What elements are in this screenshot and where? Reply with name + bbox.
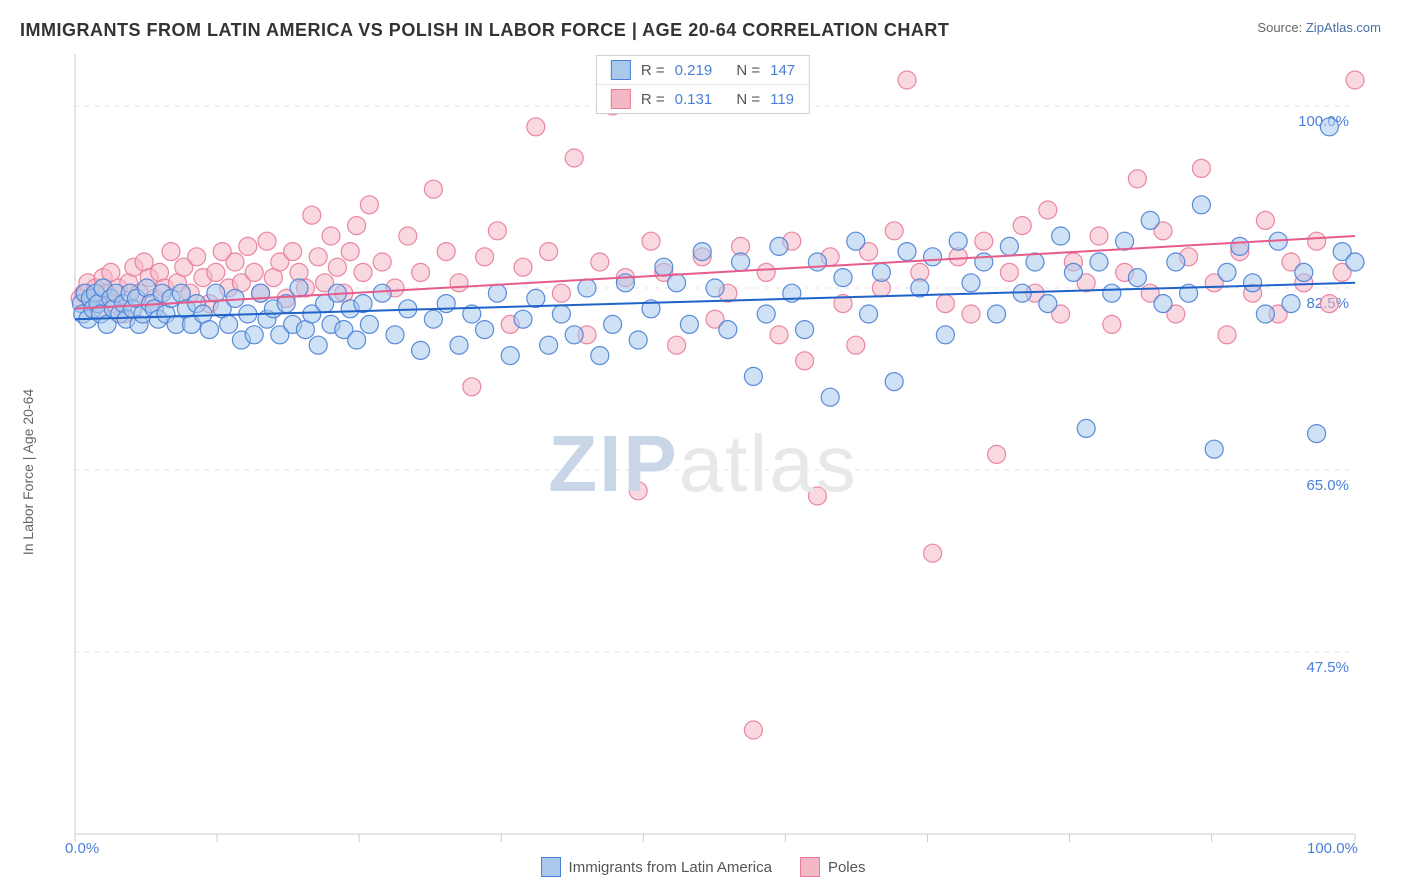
chart-plot-wrap: In Labor Force | Age 20-64 47.5%65.0%82.… <box>20 49 1386 879</box>
legend-label-1: Poles <box>828 859 866 876</box>
svg-text:65.0%: 65.0% <box>1306 477 1349 494</box>
legend-r-value-0: 0.219 <box>675 62 713 79</box>
chart-title: IMMIGRANTS FROM LATIN AMERICA VS POLISH … <box>20 20 1386 41</box>
legend-correlation-box: R = 0.219 N = 147 R = 0.131 N = 119 <box>596 55 810 114</box>
legend-swatch-series-1 <box>611 89 631 109</box>
chart-container: IMMIGRANTS FROM LATIN AMERICA VS POLISH … <box>0 0 1406 892</box>
legend-n-value-0: 147 <box>770 62 795 79</box>
legend-n-value-1: 119 <box>770 91 794 108</box>
legend-r-label: R = <box>641 91 665 108</box>
legend-swatch-icon <box>800 857 820 877</box>
legend-bottom-item-1: Poles <box>800 857 866 877</box>
legend-r-value-1: 0.131 <box>675 91 713 108</box>
legend-swatch-icon <box>541 857 561 877</box>
legend-n-label: N = <box>736 62 760 79</box>
legend-r-label: R = <box>641 62 665 79</box>
source-label: Source: <box>1257 20 1302 35</box>
x-tick-label-min: 0.0% <box>65 840 99 857</box>
legend-row-series-1: R = 0.131 N = 119 <box>597 85 809 113</box>
legend-bottom: Immigrants from Latin America Poles <box>20 857 1386 877</box>
source-link[interactable]: ZipAtlas.com <box>1306 20 1381 35</box>
legend-swatch-series-0 <box>611 60 631 80</box>
svg-text:47.5%: 47.5% <box>1306 659 1349 676</box>
legend-row-series-0: R = 0.219 N = 147 <box>597 56 809 85</box>
y-axis-label: In Labor Force | Age 20-64 <box>20 389 36 555</box>
legend-label-0: Immigrants from Latin America <box>569 859 772 876</box>
x-tick-label-max: 100.0% <box>1307 840 1358 857</box>
source-attribution: Source: ZipAtlas.com <box>1257 20 1381 35</box>
legend-bottom-item-0: Immigrants from Latin America <box>541 857 772 877</box>
scatter-chart-svg: 47.5%65.0%82.5%100.0% <box>20 49 1386 879</box>
legend-n-label: N = <box>736 91 760 108</box>
